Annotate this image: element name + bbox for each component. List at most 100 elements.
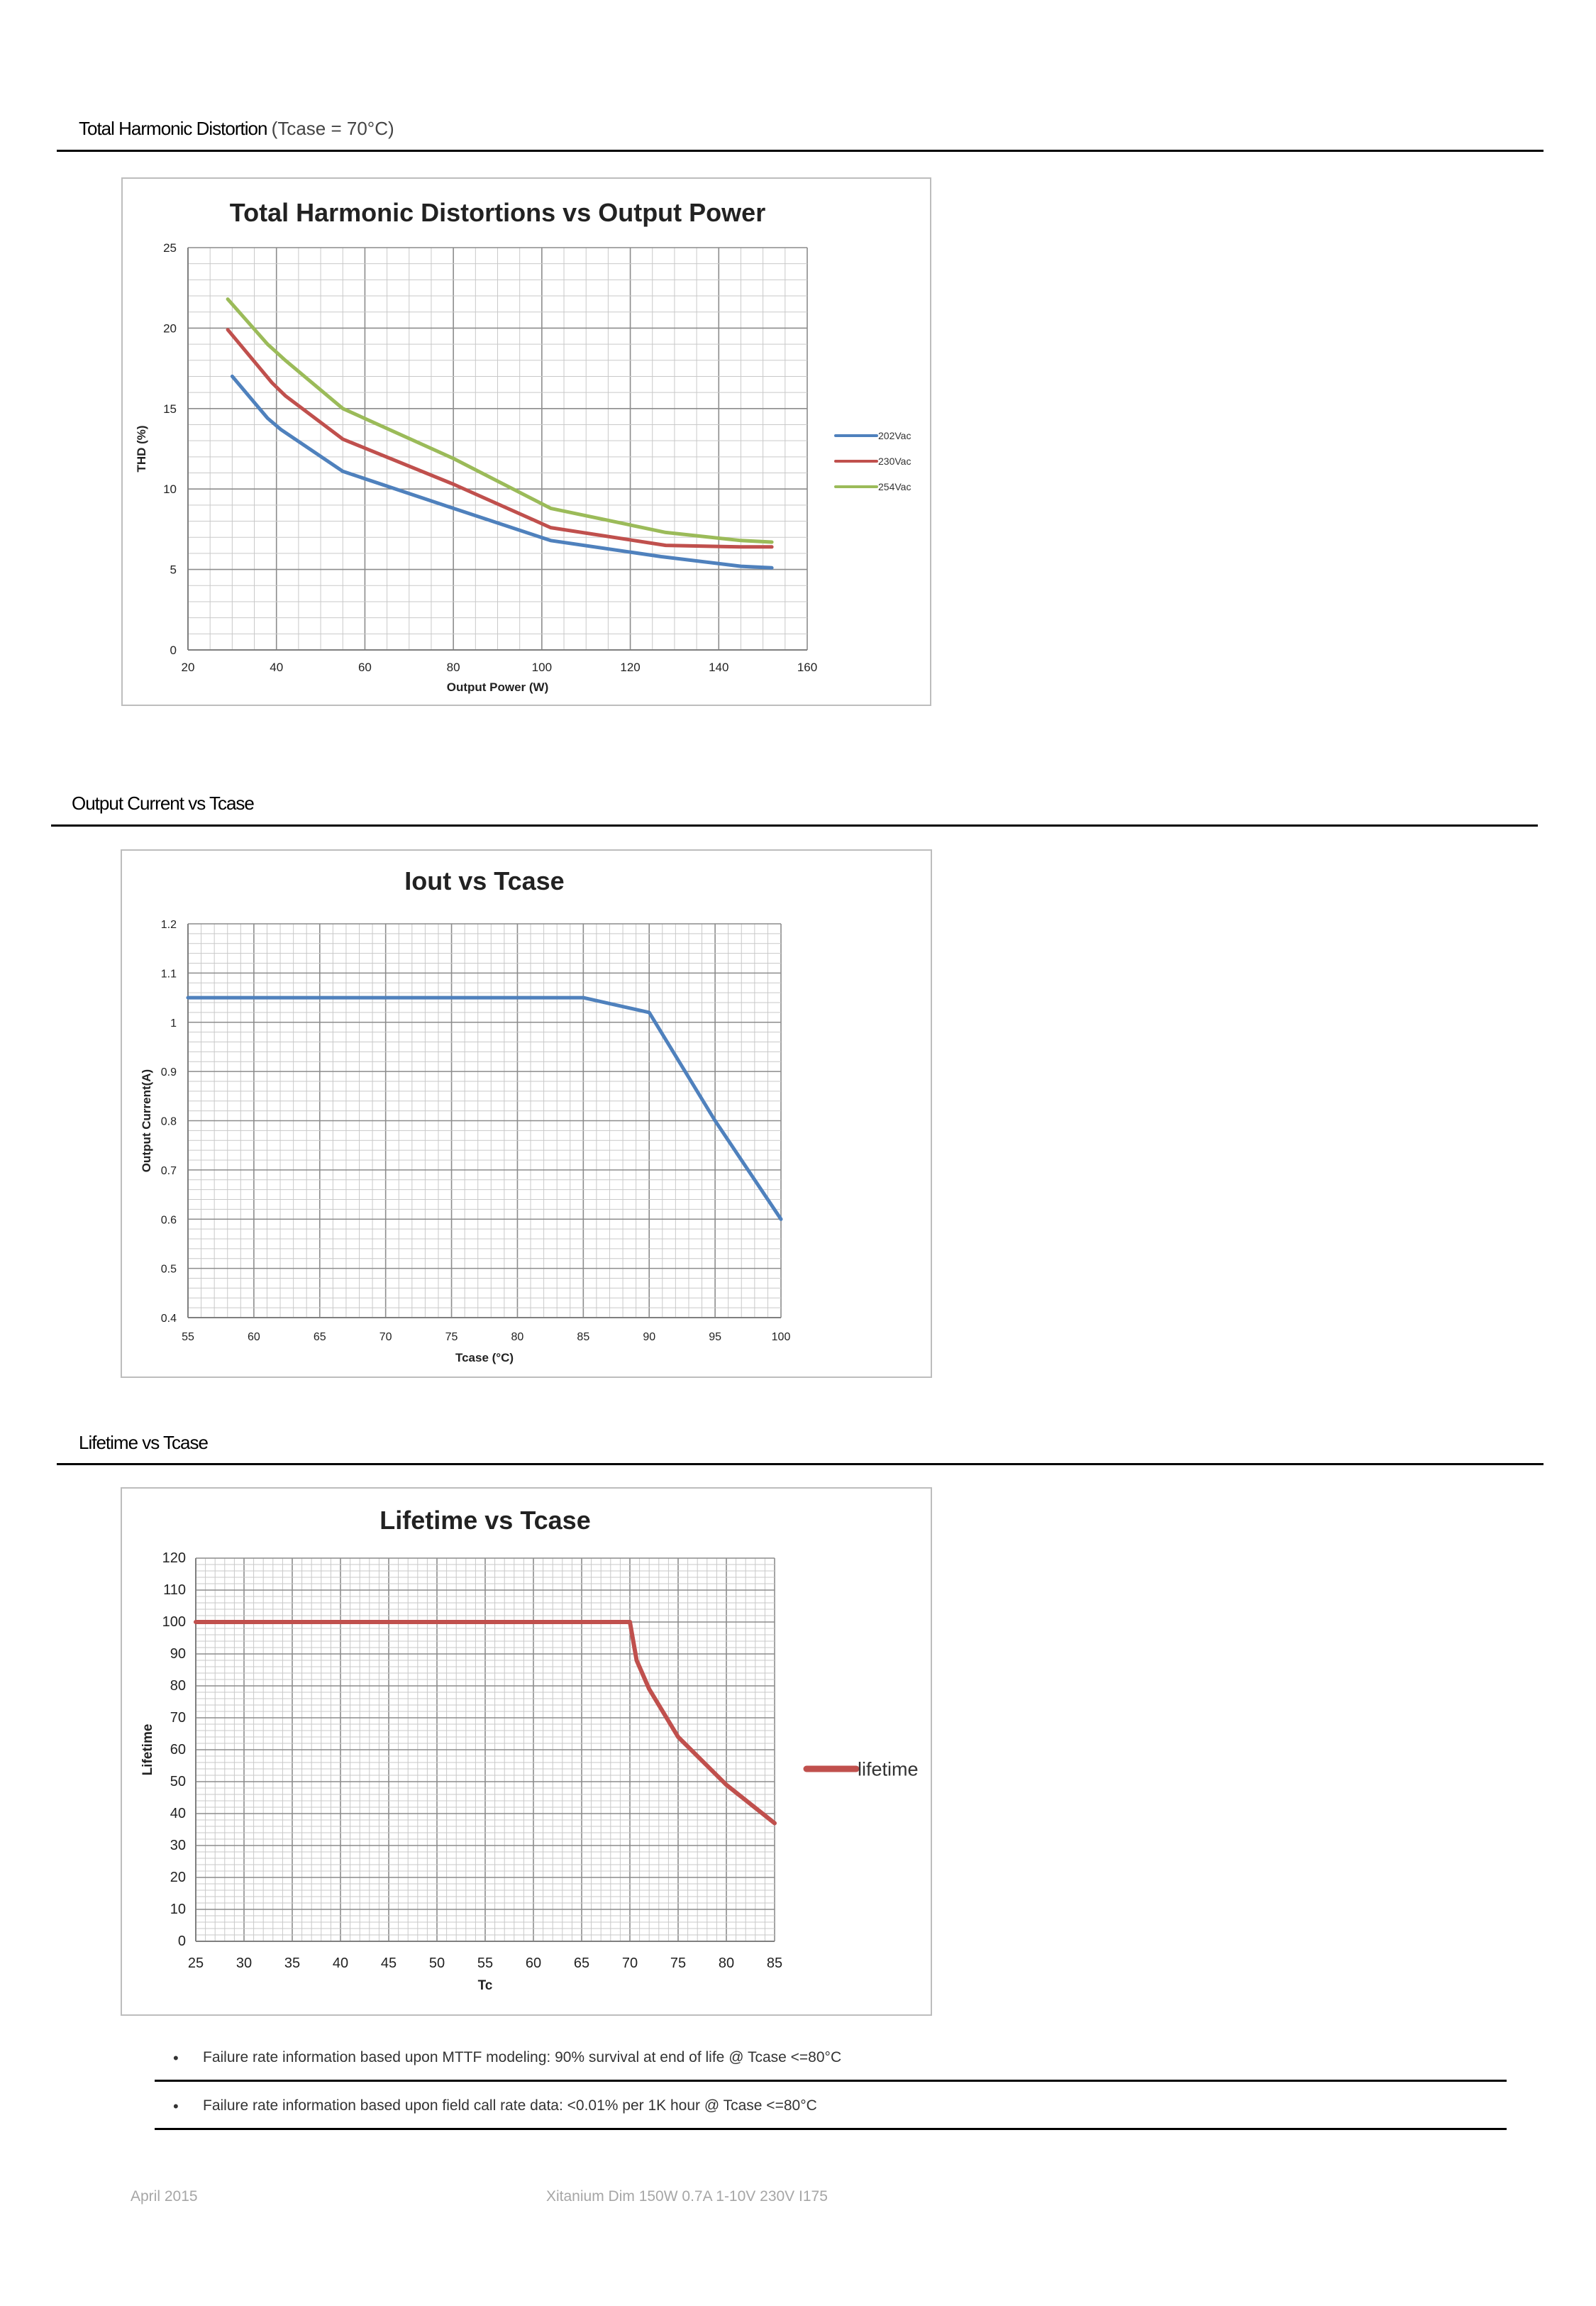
- lifetime-section-rule: [57, 1463, 1544, 1465]
- y-tick-label: 100: [162, 1614, 186, 1630]
- lifetime-section-title: Lifetime vs Tcase: [79, 1432, 209, 1453]
- x-tick-label: 60: [248, 1331, 260, 1343]
- x-tick-label: 95: [709, 1331, 721, 1343]
- y-tick-label: 0: [178, 1933, 186, 1949]
- series-line-series-0: [186, 995, 783, 1221]
- y-tick-label: 110: [163, 1582, 186, 1598]
- y-tick-label: 0.7: [161, 1165, 177, 1177]
- x-tick-label: 65: [574, 1955, 589, 1971]
- legend-label: 230Vac: [878, 456, 911, 467]
- legend-label: lifetime: [858, 1759, 919, 1780]
- lifetime-chart-frame: Lifetime vs Tcase 25 30 35 40 45 50 55 60 65 70 75 8…: [121, 1487, 932, 2016]
- y-tick-label: 40: [170, 1806, 186, 1821]
- x-axis-label: Output Power (W): [447, 680, 549, 694]
- y-axis-label: THD (%): [135, 425, 148, 472]
- chart-title: Total Harmonic Distortions vs Output Pow…: [230, 198, 765, 227]
- y-tick-label: 70: [170, 1710, 186, 1726]
- x-tick-label: 85: [577, 1331, 589, 1343]
- x-tick-label: 35: [284, 1955, 300, 1971]
- y-tick-label: 0.9: [161, 1066, 177, 1078]
- x-tick-label: 40: [270, 661, 283, 674]
- x-tick-label: 80: [511, 1331, 524, 1343]
- x-tick-label: 75: [670, 1955, 686, 1971]
- x-tick-label: 50: [429, 1955, 445, 1971]
- y-tick-label: 80: [170, 1678, 186, 1694]
- y-tick-label: 30: [170, 1838, 186, 1853]
- thd-section-subtitle: (Tcase = 70°C): [271, 118, 394, 139]
- y-tick-label: 10: [163, 482, 177, 496]
- footer-product: Xitanium Dim 150W 0.7A 1-10V 230V I175: [546, 2188, 828, 2205]
- iout-section-rule: [51, 824, 1538, 827]
- x-tick-label: 75: [445, 1331, 458, 1343]
- y-tick-label: 60: [170, 1742, 186, 1758]
- legend-label: 202Vac: [878, 430, 911, 441]
- iout-section-title: Output Current vs Tcase: [72, 793, 255, 814]
- series-line-230Vac: [226, 328, 774, 549]
- note-item: • Failure rate information based upon fi…: [155, 2082, 1507, 2130]
- x-tick-label: 100: [532, 661, 552, 674]
- x-tick-label: 140: [709, 661, 728, 674]
- y-tick-label: 50: [170, 1774, 186, 1789]
- x-tick-label: 60: [358, 661, 372, 674]
- notes-list: • Failure rate information based upon MT…: [155, 2034, 1507, 2130]
- chart-grid: [187, 247, 808, 651]
- x-tick-label: 45: [381, 1955, 397, 1971]
- x-tick-label: 85: [767, 1955, 782, 1971]
- thd-section-rule: [57, 150, 1544, 152]
- y-tick-label: 5: [170, 563, 177, 577]
- x-axis-label: Tc: [478, 1978, 493, 1993]
- thd-chart-frame: Total Harmonic Distortions vs Output Pow…: [121, 177, 931, 706]
- x-tick-label: 160: [797, 661, 817, 674]
- chart-title: Lifetime vs Tcase: [379, 1506, 590, 1535]
- chart-title: Iout vs Tcase: [404, 866, 564, 895]
- x-axis-label: Tcase (°C): [455, 1351, 514, 1364]
- x-tick-label: 70: [379, 1331, 392, 1343]
- y-tick-label: 20: [163, 321, 177, 335]
- thd-section-title: Total Harmonic Distortion (Tcase = 70°C): [79, 118, 394, 140]
- thd-section-title-text: Total Harmonic Distortion: [79, 118, 267, 139]
- chart-grid: [187, 923, 782, 1318]
- y-tick-label: 0.6: [161, 1214, 177, 1226]
- x-tick-label: 70: [622, 1955, 638, 1971]
- y-tick-label: 1: [170, 1017, 177, 1030]
- y-tick-label: 0: [170, 644, 177, 657]
- y-tick-label: 10: [170, 1902, 186, 1917]
- x-tick-label: 80: [719, 1955, 734, 1971]
- bullet-icon: •: [173, 2097, 179, 2115]
- iout-chart: Iout vs Tcase 55 60 65 70 75 80 85 90 95 100 0.4 0.5…: [140, 866, 791, 1364]
- footer-date: April 2015: [131, 2188, 198, 2205]
- x-tick-label: 120: [620, 661, 640, 674]
- x-tick-label: 25: [188, 1955, 204, 1971]
- note-text: Failure rate information based upon fiel…: [203, 2097, 817, 2114]
- x-tick-label: 55: [477, 1955, 493, 1971]
- y-tick-label: 120: [162, 1550, 186, 1566]
- y-tick-label: 1.2: [161, 919, 177, 931]
- y-axis-label: Lifetime: [140, 1724, 155, 1776]
- x-tick-label: 100: [772, 1331, 791, 1343]
- note-item: • Failure rate information based upon MT…: [155, 2034, 1507, 2082]
- y-tick-label: 0.8: [161, 1116, 177, 1128]
- x-tick-label: 40: [333, 1955, 348, 1971]
- chart-grid: [195, 1557, 775, 1942]
- y-tick-label: 20: [170, 1870, 186, 1885]
- iout-chart-frame: Iout vs Tcase 55 60 65 70 75 80 85 90 95 100 0.4 0.5…: [121, 849, 932, 1378]
- y-tick-label: 90: [170, 1646, 186, 1662]
- y-tick-label: 0.4: [161, 1313, 177, 1325]
- x-tick-label: 30: [236, 1955, 252, 1971]
- y-tick-label: 0.5: [161, 1264, 177, 1276]
- x-tick-label: 60: [526, 1955, 541, 1971]
- x-tick-label: 80: [447, 661, 460, 674]
- legend-label: 254Vac: [878, 481, 911, 492]
- lifetime-chart: Lifetime vs Tcase 25 30 35 40 45 50 55 60 65 70 75 8…: [140, 1506, 919, 1993]
- x-tick-label: 20: [182, 661, 195, 674]
- x-tick-label: 65: [314, 1331, 326, 1343]
- bullet-icon: •: [173, 2049, 179, 2067]
- series-line-202Vac: [230, 374, 774, 570]
- x-tick-label: 55: [182, 1331, 194, 1343]
- y-tick-label: 25: [163, 241, 177, 255]
- note-text: Failure rate information based upon MTTF…: [203, 2049, 842, 2065]
- y-axis-label: Output Current(A): [140, 1069, 153, 1172]
- y-tick-label: 15: [163, 402, 177, 416]
- thd-chart: Total Harmonic Distortions vs Output Pow…: [135, 198, 911, 694]
- y-tick-label: 1.1: [161, 968, 177, 980]
